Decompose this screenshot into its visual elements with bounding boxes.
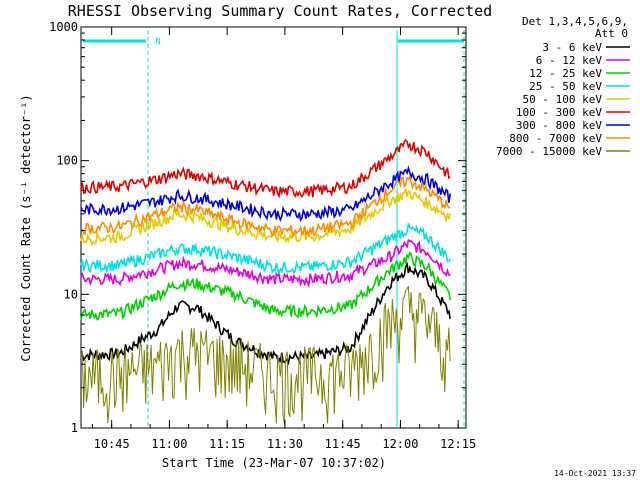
series-line — [80, 138, 451, 199]
series-line — [80, 188, 451, 247]
legend-entry-label: 6 - 12 keV — [536, 54, 603, 67]
y-axis-label: Corrected Count Rate (s⁻¹ detector⁻¹) — [19, 94, 33, 361]
x-tick-label: 12:00 — [382, 437, 418, 451]
y-tick-label: 1000 — [49, 20, 78, 34]
legend-entry-label: 3 - 6 keV — [542, 41, 602, 54]
series-line — [80, 175, 451, 239]
x-tick-label: 12:15 — [440, 437, 476, 451]
y-tick-label: 100 — [56, 154, 78, 168]
series-group — [80, 138, 451, 425]
legend-entry-label: 7000 - 15000 keV — [496, 145, 602, 158]
x-tick-label: 10:45 — [94, 437, 130, 451]
x-tick-label: 11:15 — [209, 437, 245, 451]
x-axis-label: Start Time (23-Mar-07 10:37:02) — [162, 456, 386, 470]
series-line — [80, 165, 451, 223]
legend-entry-label: 50 - 100 keV — [523, 93, 603, 106]
legend-entry-label: 300 - 800 keV — [516, 119, 602, 132]
y-tick-label: 10 — [64, 287, 78, 301]
x-tick-label: 11:45 — [325, 437, 361, 451]
plot-frame — [80, 26, 467, 429]
legend-entry-label: 12 - 25 keV — [529, 67, 602, 80]
series-line — [80, 285, 451, 425]
series-line — [80, 261, 451, 366]
y-tick-label: 1 — [71, 421, 78, 435]
x-axis: 10:45 11:00 11:15 11:30 11:45 12:00 12:15 — [91, 27, 476, 451]
series-line — [80, 251, 451, 321]
x-tick-label: 11:30 — [267, 437, 303, 451]
night-label: N — [155, 37, 160, 47]
footer-timestamp: 14-Oct-2021 13:37 — [554, 469, 636, 478]
legend-entry-label: 800 - 7000 keV — [509, 132, 602, 145]
legend-header-line-2: Att 0 — [595, 27, 628, 40]
legend-header-line-1: Det 1,3,4,5,6,9, — [522, 15, 628, 28]
legend-entry-label: 100 - 300 keV — [516, 106, 602, 119]
series-line — [80, 238, 451, 289]
x-tick-label: 11:00 — [151, 437, 187, 451]
legend-entry-label: 25 - 50 keV — [529, 80, 602, 93]
chart-title: RHESSI Observing Summary Count Rates, Co… — [68, 2, 492, 20]
series-line — [80, 223, 451, 276]
y-axis: 1 10 100 1000 — [49, 20, 466, 435]
